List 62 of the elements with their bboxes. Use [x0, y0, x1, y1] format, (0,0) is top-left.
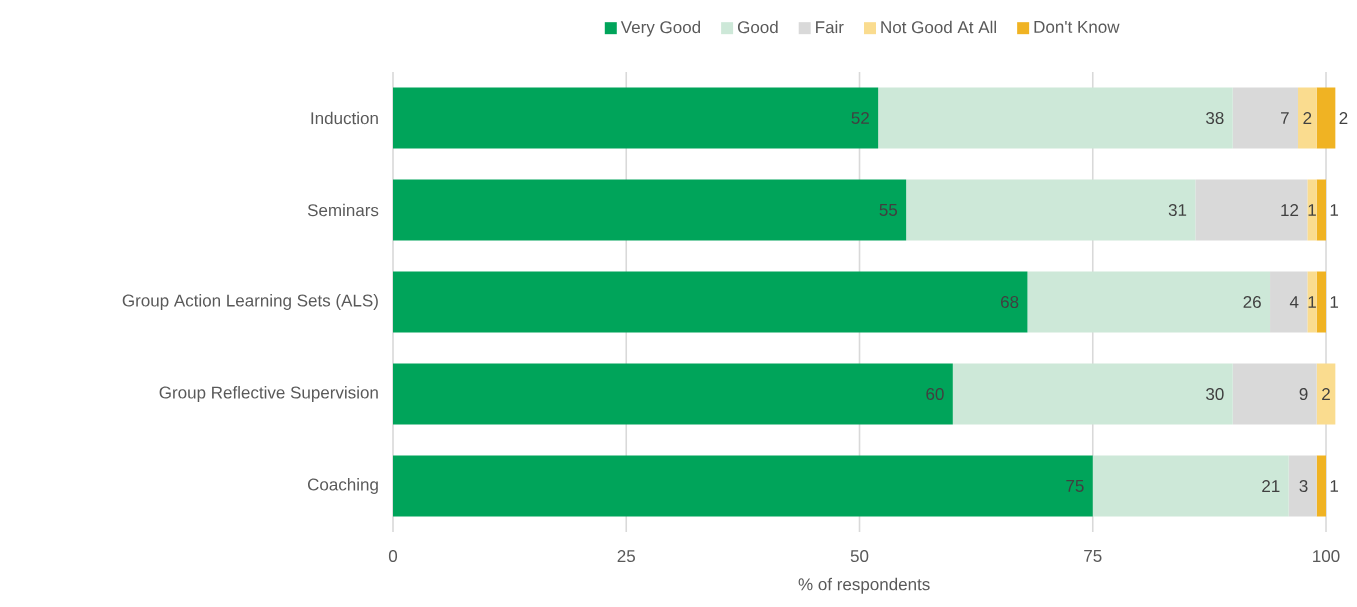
- x-axis-title: % of respondents: [798, 577, 930, 594]
- data-label: 55: [879, 204, 898, 216]
- bar: [1316, 87, 1336, 149]
- bar: [878, 87, 1233, 149]
- data-label: 30: [1206, 388, 1224, 401]
- data-label: 31: [1168, 204, 1187, 217]
- bar: [1307, 271, 1317, 333]
- data-label: 12: [1281, 204, 1299, 216]
- bar: [393, 455, 1093, 517]
- bar: [952, 363, 1233, 425]
- bar: [1270, 271, 1308, 333]
- legend-label: Fair: [816, 20, 844, 34]
- data-label: 1: [1330, 204, 1339, 216]
- bar: [393, 363, 953, 425]
- bar: [1092, 455, 1289, 517]
- x-tick-label: 50: [850, 550, 869, 563]
- data-label: 2: [1322, 388, 1330, 400]
- bar: [1316, 455, 1327, 517]
- x-tick-label: 100: [1313, 550, 1340, 563]
- data-label: 1: [1308, 296, 1316, 308]
- data-label: 2: [1339, 112, 1348, 124]
- bar: [1195, 179, 1308, 241]
- data-label: 26: [1243, 296, 1261, 309]
- bar: [1316, 363, 1336, 425]
- legend-label: Very Good: [620, 20, 701, 37]
- data-label: 3: [1299, 479, 1308, 493]
- data-label: 68: [1001, 296, 1019, 309]
- data-label: 4: [1289, 296, 1299, 308]
- bar: [906, 179, 1196, 241]
- legend-label: Not Good At All: [881, 20, 996, 34]
- bar: [393, 179, 907, 241]
- data-label: 60: [926, 388, 944, 401]
- data-label: 1: [1330, 296, 1339, 308]
- legend-label: Don't Know: [1034, 21, 1120, 33]
- data-label: 52: [851, 111, 869, 125]
- data-label: 1: [1330, 480, 1339, 492]
- bar: [1307, 179, 1317, 241]
- data-label: 75: [1066, 480, 1084, 492]
- data-label: 2: [1303, 112, 1312, 124]
- data-label: 21: [1262, 480, 1280, 492]
- y-tick-label: Seminars: [307, 203, 379, 217]
- bar: [1298, 87, 1317, 149]
- x-tick-label: 25: [617, 550, 635, 563]
- bar: [1232, 87, 1299, 149]
- y-tick-label: Induction: [311, 111, 378, 125]
- bar: [1316, 179, 1327, 241]
- bar: [1232, 363, 1317, 425]
- bar: [1316, 271, 1327, 333]
- bar: [1288, 455, 1317, 517]
- data-label: 38: [1206, 111, 1224, 125]
- bar: [1027, 271, 1271, 333]
- data-label: 7: [1281, 112, 1289, 124]
- y-tick-label: Group Reflective Supervision: [159, 386, 378, 402]
- x-tick-label: 0: [388, 550, 398, 563]
- y-tick-label: Group Action Learning Sets (ALS): [122, 294, 378, 310]
- legend-label: Good: [737, 20, 778, 34]
- data-label: 1: [1308, 204, 1316, 216]
- bar: [393, 87, 879, 149]
- data-label: 9: [1299, 388, 1308, 401]
- x-tick-label: 75: [1084, 550, 1102, 562]
- bar: [393, 271, 1028, 333]
- y-tick-label: Coaching: [307, 478, 378, 494]
